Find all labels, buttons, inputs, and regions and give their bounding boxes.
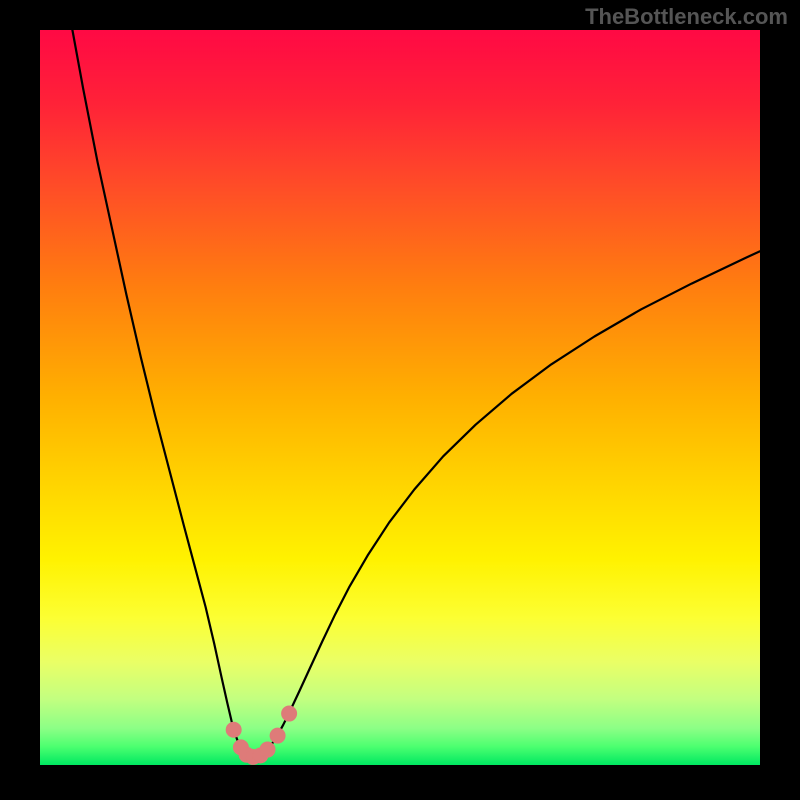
curve-marker <box>270 728 285 743</box>
bottleneck-curve-chart <box>0 0 800 800</box>
curve-marker <box>260 742 275 757</box>
gradient-plot-area <box>40 30 760 765</box>
chart-root: TheBottleneck.com <box>0 0 800 800</box>
curve-marker <box>226 722 241 737</box>
watermark-text: TheBottleneck.com <box>585 4 788 30</box>
curve-marker <box>282 706 297 721</box>
